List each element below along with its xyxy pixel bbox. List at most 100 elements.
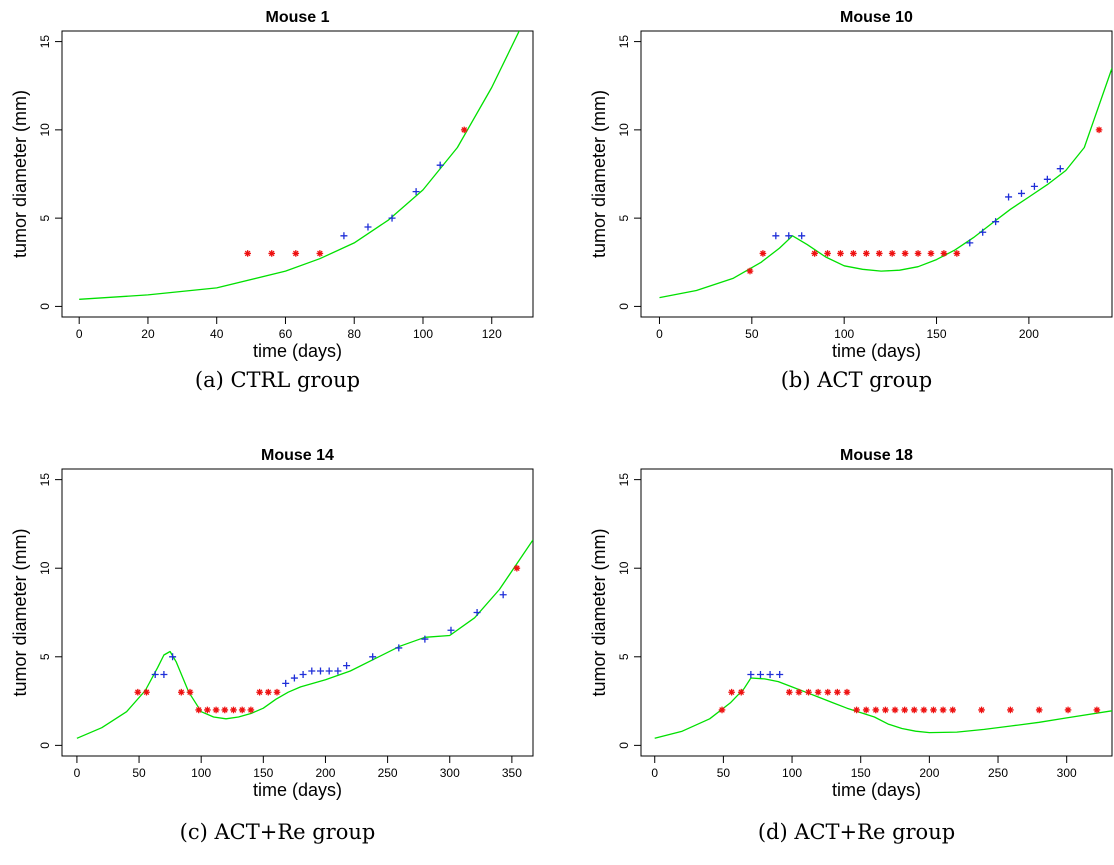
observed-point	[798, 232, 806, 240]
censored-point	[978, 706, 985, 714]
x-tick-label: 50	[132, 766, 146, 780]
y-axis-label: tumor diameter (mm)	[589, 528, 609, 696]
x-tick-label: 0	[74, 766, 81, 780]
censored-point	[927, 250, 935, 257]
model-fit-line	[659, 67, 1112, 299]
censored-point	[837, 250, 844, 257]
x-axis-label: time (days)	[253, 780, 342, 800]
observed-point	[1030, 182, 1038, 190]
y-tick-label: 0	[38, 742, 52, 749]
censored-point	[939, 706, 947, 714]
observed-point	[308, 667, 316, 675]
censored-point	[1007, 706, 1014, 714]
x-tick-label: 0	[651, 766, 658, 780]
x-tick-label: 120	[482, 327, 502, 341]
censored-point	[737, 688, 745, 696]
x-tick-label: 200	[919, 766, 939, 780]
x-axis-label: time (days)	[832, 780, 921, 800]
censored-point	[814, 688, 822, 696]
censored-point	[178, 688, 185, 696]
plot-area	[76, 539, 533, 739]
x-tick-label: 100	[782, 766, 802, 780]
censored-point	[212, 706, 220, 714]
model-fit-line	[79, 31, 520, 300]
censored-point	[728, 688, 735, 696]
x-tick-label: 0	[76, 327, 83, 341]
observed-point	[499, 591, 507, 599]
y-tick-label: 5	[617, 214, 631, 221]
censored-point	[195, 706, 203, 714]
chart-title: Mouse 1	[265, 9, 329, 26]
chart-title: Mouse 18	[840, 447, 913, 464]
censored-point	[1035, 706, 1043, 714]
plot-frame	[640, 30, 1113, 318]
censored-point	[882, 706, 889, 714]
y-tick-label: 15	[38, 35, 52, 49]
censored-point	[843, 688, 851, 696]
censored-point	[247, 706, 255, 714]
observed-point	[364, 223, 372, 231]
y-tick-label: 15	[38, 473, 52, 487]
observed-point	[395, 644, 403, 652]
y-tick-label: 5	[38, 653, 52, 660]
x-axis-label: time (days)	[832, 341, 921, 361]
censored-point	[186, 688, 194, 696]
observed-point	[421, 635, 429, 643]
censored-point	[795, 688, 803, 696]
y-tick-label: 10	[617, 561, 631, 575]
x-tick-label: 50	[717, 766, 731, 780]
observed-point	[369, 653, 377, 661]
y-axis-label: tumor diameter (mm)	[10, 528, 30, 696]
censored-point	[143, 688, 150, 696]
censored-point	[718, 706, 726, 714]
chart-title: Mouse 14	[261, 447, 334, 464]
x-tick-label: 350	[502, 766, 522, 780]
censored-point	[1093, 706, 1101, 714]
y-tick-label: 15	[617, 35, 631, 49]
subfigure-caption: (d) ACT+Re group	[758, 820, 955, 844]
observed-point	[756, 671, 764, 679]
model-fit-line	[76, 539, 533, 739]
x-tick-label: 60	[279, 327, 293, 341]
y-tick-label: 10	[617, 123, 631, 137]
chart-panel-2: Mouse 10 0 50 100 150 200 time (days) 0 5 10 15 tum…	[589, 9, 1113, 392]
x-tick-label: 20	[141, 327, 155, 341]
y-tick-label: 5	[38, 214, 52, 221]
x-tick-label: 250	[988, 766, 1008, 780]
plot-frame	[640, 468, 1113, 757]
censored-point	[949, 706, 957, 714]
observed-point	[169, 653, 177, 661]
plot-area	[79, 31, 520, 300]
observed-point	[316, 667, 324, 675]
x-tick-label: 250	[378, 766, 398, 780]
censored-point	[834, 688, 841, 696]
observed-point	[343, 662, 351, 670]
censored-point	[914, 250, 922, 257]
subfigure-caption: (b) ACT group	[781, 368, 933, 392]
observed-point	[1043, 175, 1051, 183]
plot-area	[659, 67, 1112, 299]
plot-frame	[61, 30, 534, 318]
observed-point	[447, 626, 455, 634]
model-fit-line	[654, 677, 1112, 739]
censored-point	[824, 250, 831, 257]
observed-point	[776, 671, 784, 679]
y-tick-label: 15	[617, 473, 631, 487]
observed-point	[299, 671, 307, 679]
observed-point	[747, 671, 755, 679]
observed-point	[290, 674, 298, 682]
censored-point	[460, 126, 468, 134]
censored-point	[920, 706, 928, 714]
censored-point	[134, 688, 142, 696]
plot-area	[654, 671, 1112, 739]
observed-point	[325, 667, 333, 675]
censored-point	[273, 688, 281, 696]
x-tick-label: 100	[834, 327, 854, 341]
censored-point	[1064, 706, 1072, 714]
chart-panel-4: Mouse 18 0 50 100 150 200 250 300 time (days) 0 5 1…	[589, 447, 1113, 844]
censored-point	[910, 706, 918, 714]
censored-point	[256, 688, 263, 696]
x-tick-label: 40	[210, 327, 224, 341]
censored-point	[853, 706, 860, 714]
censored-point	[786, 688, 793, 696]
